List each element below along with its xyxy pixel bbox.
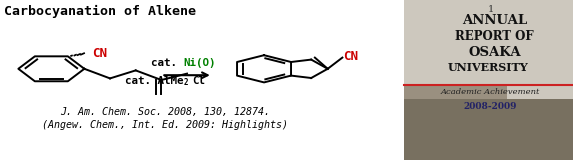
Text: J. Am. Chem. Soc. 2008, 130, 12874.: J. Am. Chem. Soc. 2008, 130, 12874. <box>60 107 270 117</box>
Text: (Angew. Chem., Int. Ed. 2009: Highlights): (Angew. Chem., Int. Ed. 2009: Highlights… <box>42 120 288 130</box>
Text: 2: 2 <box>183 78 188 87</box>
Text: cat.: cat. <box>151 58 183 68</box>
Text: 1: 1 <box>488 5 493 14</box>
Bar <box>404 86 507 99</box>
Text: cat. AlMe: cat. AlMe <box>125 76 183 86</box>
Bar <box>367 0 404 160</box>
Text: REPORT OF: REPORT OF <box>456 30 534 43</box>
Text: Ni(O): Ni(O) <box>183 58 216 68</box>
Text: Carbocyanation of Alkene: Carbocyanation of Alkene <box>3 5 195 18</box>
Text: UNIVERSITY: UNIVERSITY <box>448 62 529 73</box>
Text: ANNUAL: ANNUAL <box>462 14 527 27</box>
Text: OSAKA: OSAKA <box>468 46 521 59</box>
Text: CN: CN <box>92 47 107 60</box>
Text: Academic Achievement: Academic Achievement <box>441 88 540 96</box>
Bar <box>404 0 573 160</box>
Bar <box>404 99 573 160</box>
Text: Cl: Cl <box>193 76 206 86</box>
Text: 2008-2009: 2008-2009 <box>464 102 517 111</box>
Text: CN: CN <box>343 50 359 63</box>
